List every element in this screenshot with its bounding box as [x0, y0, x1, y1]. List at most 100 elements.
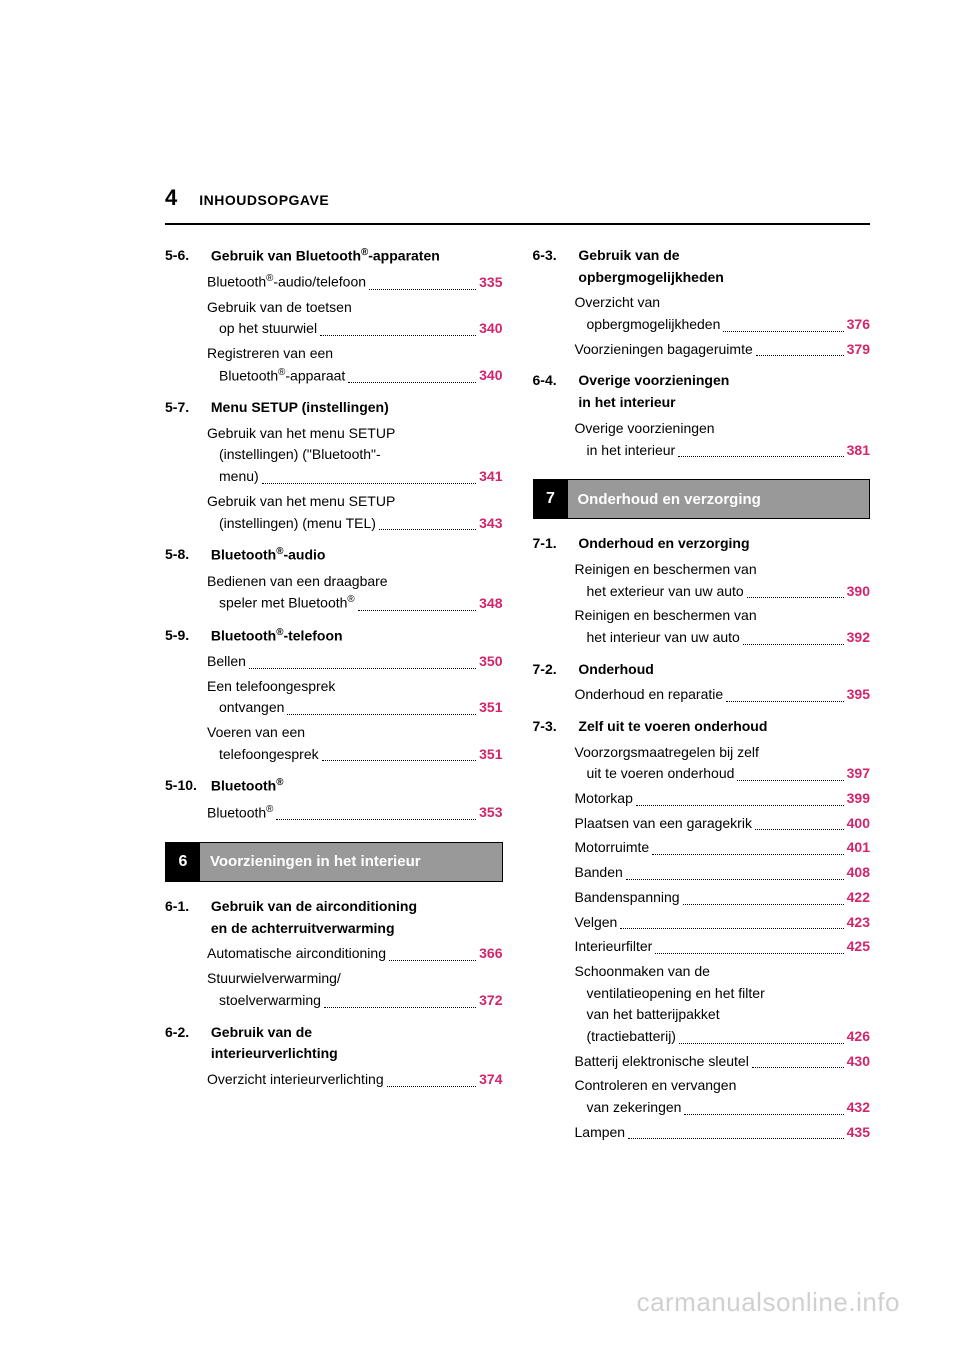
entry-page[interactable]: 390 — [847, 581, 870, 603]
toc-entry: Stuurwielverwarming/ — [207, 968, 503, 990]
registered-icon: ® — [276, 777, 283, 788]
entry-page[interactable]: 408 — [847, 862, 870, 884]
entry-page[interactable]: 340 — [479, 318, 502, 340]
section-number: 7-1. — [533, 533, 575, 555]
entry-page[interactable]: 426 — [847, 1026, 870, 1048]
entry-label: Stuurwielverwarming/ — [207, 968, 341, 990]
entry-page[interactable]: 399 — [847, 788, 870, 810]
leader-dots — [726, 701, 843, 702]
toc-entry: van zekeringen 432 — [575, 1097, 871, 1119]
leader-dots — [678, 456, 843, 457]
entry-page[interactable]: 422 — [847, 887, 870, 909]
toc-entry: Overige voorzieningen — [575, 418, 871, 440]
section-title-text: Gebruik van Bluetooth — [211, 248, 361, 264]
toc-page: 4 INHOUDSOPGAVE 5-6. Gebruik van Bluetoo… — [0, 0, 960, 1146]
toc-entry: Voorzorgsmaatregelen bij zelf — [575, 742, 871, 764]
toc-entry: Lampen 435 — [575, 1122, 871, 1144]
entry-label: Bluetooth®-apparaat — [207, 365, 345, 387]
entry-label: in het interieur — [575, 440, 676, 462]
toc-entry: Gebruik van het menu SETUP — [207, 491, 503, 513]
section-title: Bluetooth®-audio — [211, 544, 501, 566]
toc-entry: Overzicht interieurverlichting 374 — [207, 1069, 503, 1091]
section-heading: 7-1. Onderhoud en verzorging — [533, 533, 871, 555]
entry-label: Batterij elektronische sleutel — [575, 1051, 749, 1073]
entry-label: opbergmogelijkheden — [575, 314, 721, 336]
entry-label: speler met Bluetooth® — [207, 592, 355, 614]
entry-page[interactable]: 425 — [847, 936, 870, 958]
page-number: 4 — [165, 185, 177, 211]
entry-page[interactable]: 379 — [847, 339, 870, 361]
entry-page[interactable]: 392 — [847, 627, 870, 649]
entry-page[interactable]: 366 — [479, 943, 502, 965]
entry-page[interactable]: 343 — [479, 513, 502, 535]
entry-page[interactable]: 395 — [847, 684, 870, 706]
section-number: 7-2. — [533, 659, 575, 681]
entry-page[interactable]: 351 — [479, 697, 502, 719]
entry-page[interactable]: 423 — [847, 912, 870, 934]
entry-page[interactable]: 341 — [479, 466, 502, 488]
section-title: Gebruik van Bluetooth®-apparaten — [211, 245, 501, 267]
entry-label: Overzicht van — [575, 292, 661, 314]
toc-entry: speler met Bluetooth® 348 — [207, 592, 503, 614]
entry-page[interactable]: 351 — [479, 744, 502, 766]
entry-page[interactable]: 374 — [479, 1069, 502, 1091]
entry-label: Overzicht interieurverlichting — [207, 1069, 384, 1091]
leader-dots — [684, 1114, 843, 1115]
leader-dots — [679, 1043, 844, 1044]
entry-page[interactable]: 335 — [479, 272, 502, 294]
chapter-title: Onderhoud en verzorging — [568, 480, 870, 518]
leader-dots — [276, 819, 476, 820]
entry-label: Een telefoongesprek — [207, 676, 335, 698]
section-heading: 5-9. Bluetooth®-telefoon — [165, 625, 503, 647]
entry-page[interactable]: 432 — [847, 1097, 870, 1119]
section-title: Zelf uit te voeren onderhoud — [578, 716, 868, 738]
toc-entry: Een telefoongesprek — [207, 676, 503, 698]
entry-page[interactable]: 430 — [847, 1051, 870, 1073]
section-number: 6-3. — [533, 245, 575, 267]
entry-page[interactable]: 400 — [847, 813, 870, 835]
leader-dots — [755, 829, 844, 830]
section-number: 5-8. — [165, 544, 207, 566]
entry-page[interactable]: 401 — [847, 837, 870, 859]
entry-page[interactable]: 350 — [479, 651, 502, 673]
leader-dots — [379, 529, 476, 530]
entry-label: Voorzieningen bagageruimte — [575, 339, 753, 361]
entry-page[interactable]: 372 — [479, 990, 502, 1012]
left-column: 5-6. Gebruik van Bluetooth®-apparaten Bl… — [165, 245, 503, 1146]
watermark: carmanualsonline.info — [637, 1287, 900, 1318]
entry-label: Controleren en vervangen — [575, 1075, 737, 1097]
entry-page[interactable]: 340 — [479, 365, 502, 387]
section-title: Bluetooth® — [211, 775, 501, 797]
toc-entry: van het batterijpakket — [575, 1004, 871, 1026]
entry-page[interactable]: 397 — [847, 763, 870, 785]
toc-entry: Schoonmaken van de — [575, 961, 871, 983]
chapter-bar: 6 Voorzieningen in het interieur — [165, 842, 503, 882]
entry-page[interactable]: 435 — [847, 1122, 870, 1144]
entry-page[interactable]: 348 — [479, 593, 502, 615]
entry-label: Velgen — [575, 912, 618, 934]
entry-label: Motorruimte — [575, 837, 650, 859]
section-heading: 5-6. Gebruik van Bluetooth®-apparaten — [165, 245, 503, 267]
entry-page[interactable]: 353 — [479, 802, 502, 824]
leader-dots — [636, 805, 844, 806]
toc-entry: Gebruik van het menu SETUP — [207, 423, 503, 445]
section-heading: 7-2. Onderhoud — [533, 659, 871, 681]
section-title: Menu SETUP (instellingen) — [211, 397, 501, 419]
entry-label: ventilatieopening en het filter — [575, 983, 765, 1005]
section-heading: 6-3. Gebruik van deopbergmogelijkheden — [533, 245, 871, 288]
section-title: Gebruik van de airconditioningen de acht… — [211, 896, 501, 939]
registered-icon: ® — [347, 594, 354, 605]
entry-page[interactable]: 376 — [847, 314, 870, 336]
entry-label: stoelverwarming — [207, 990, 321, 1012]
entry-label: Reinigen en beschermen van — [575, 559, 757, 581]
leader-dots — [369, 289, 476, 290]
toc-entry: Interieurfilter 425 — [575, 936, 871, 958]
entry-page[interactable]: 381 — [847, 440, 870, 462]
toc-entry: ontvangen 351 — [207, 697, 503, 719]
toc-entry: in het interieur 381 — [575, 440, 871, 462]
section-number: 5-10. — [165, 775, 207, 797]
entry-label: Motorkap — [575, 788, 633, 810]
toc-entry: (instellingen) ("Bluetooth"- — [207, 444, 503, 466]
leader-dots — [324, 1007, 476, 1008]
toc-entry: Bluetooth®-audio/telefoon 335 — [207, 271, 503, 293]
